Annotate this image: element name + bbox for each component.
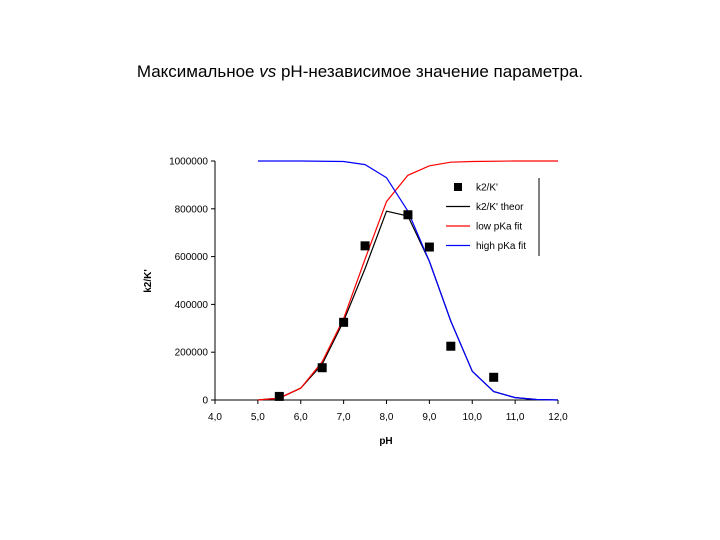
y-tick-label: 200000: [175, 348, 209, 359]
x-tick-label: 7,0: [337, 412, 351, 423]
x-tick-label: 9,0: [422, 412, 436, 423]
legend-label: high pKa fit: [476, 241, 526, 252]
series-markers: [274, 210, 499, 401]
plot-area: 0 200000 400000 600000 800000 1000000 4,0 5,0 6…: [169, 157, 568, 424]
y-ticks: 0 200000 400000 600000 800000 1000000: [169, 157, 215, 407]
x-tick-label: 4,0: [208, 412, 222, 423]
y-tick-label: 0: [202, 396, 208, 407]
x-tick-label: 6,0: [294, 412, 308, 423]
y-axis-label: k2/K': [143, 269, 154, 293]
series-line: [257, 160, 558, 401]
data-point: [403, 210, 413, 220]
data-point: [424, 242, 434, 252]
series-line: [257, 210, 559, 401]
legend-marker-swatch: [454, 183, 462, 191]
legend: k2/K' k2/K' theor low pKa fit high pKa fit: [446, 178, 540, 256]
series-line: [257, 160, 559, 401]
x-tick-label: 12,0: [548, 412, 568, 423]
data-point: [360, 241, 370, 251]
x-axis-label: pH: [379, 436, 392, 447]
x-tick-label: 8,0: [380, 412, 394, 423]
legend-label: k2/K' theor: [476, 202, 524, 213]
y-tick-label: 600000: [175, 252, 209, 263]
x-tick-label: 5,0: [251, 412, 265, 423]
title-part-1: Максимальное: [136, 62, 260, 81]
y-tick-label: 1000000: [169, 157, 208, 168]
series-lines: [257, 160, 559, 401]
data-point: [339, 317, 349, 327]
data-point: [317, 363, 327, 373]
legend-label: k2/K': [476, 183, 498, 194]
data-point: [446, 341, 456, 351]
x-ticks: 4,0 5,0 6,0 7,0 8,0 9,0 10,0 11,0 12,0: [208, 400, 568, 423]
page-title: Максимальное vs pH-независимое значение …: [0, 62, 720, 82]
legend-label: low pKa fit: [476, 222, 522, 233]
data-point: [489, 372, 499, 382]
title-part-3: pH-независимое значение параметра.: [276, 62, 584, 81]
data-point: [274, 391, 284, 401]
y-tick-label: 800000: [175, 204, 209, 215]
x-tick-label: 10,0: [463, 412, 483, 423]
y-tick-label: 400000: [175, 300, 209, 311]
title-part-2: vs: [259, 62, 277, 81]
x-tick-label: 11,0: [506, 412, 525, 423]
